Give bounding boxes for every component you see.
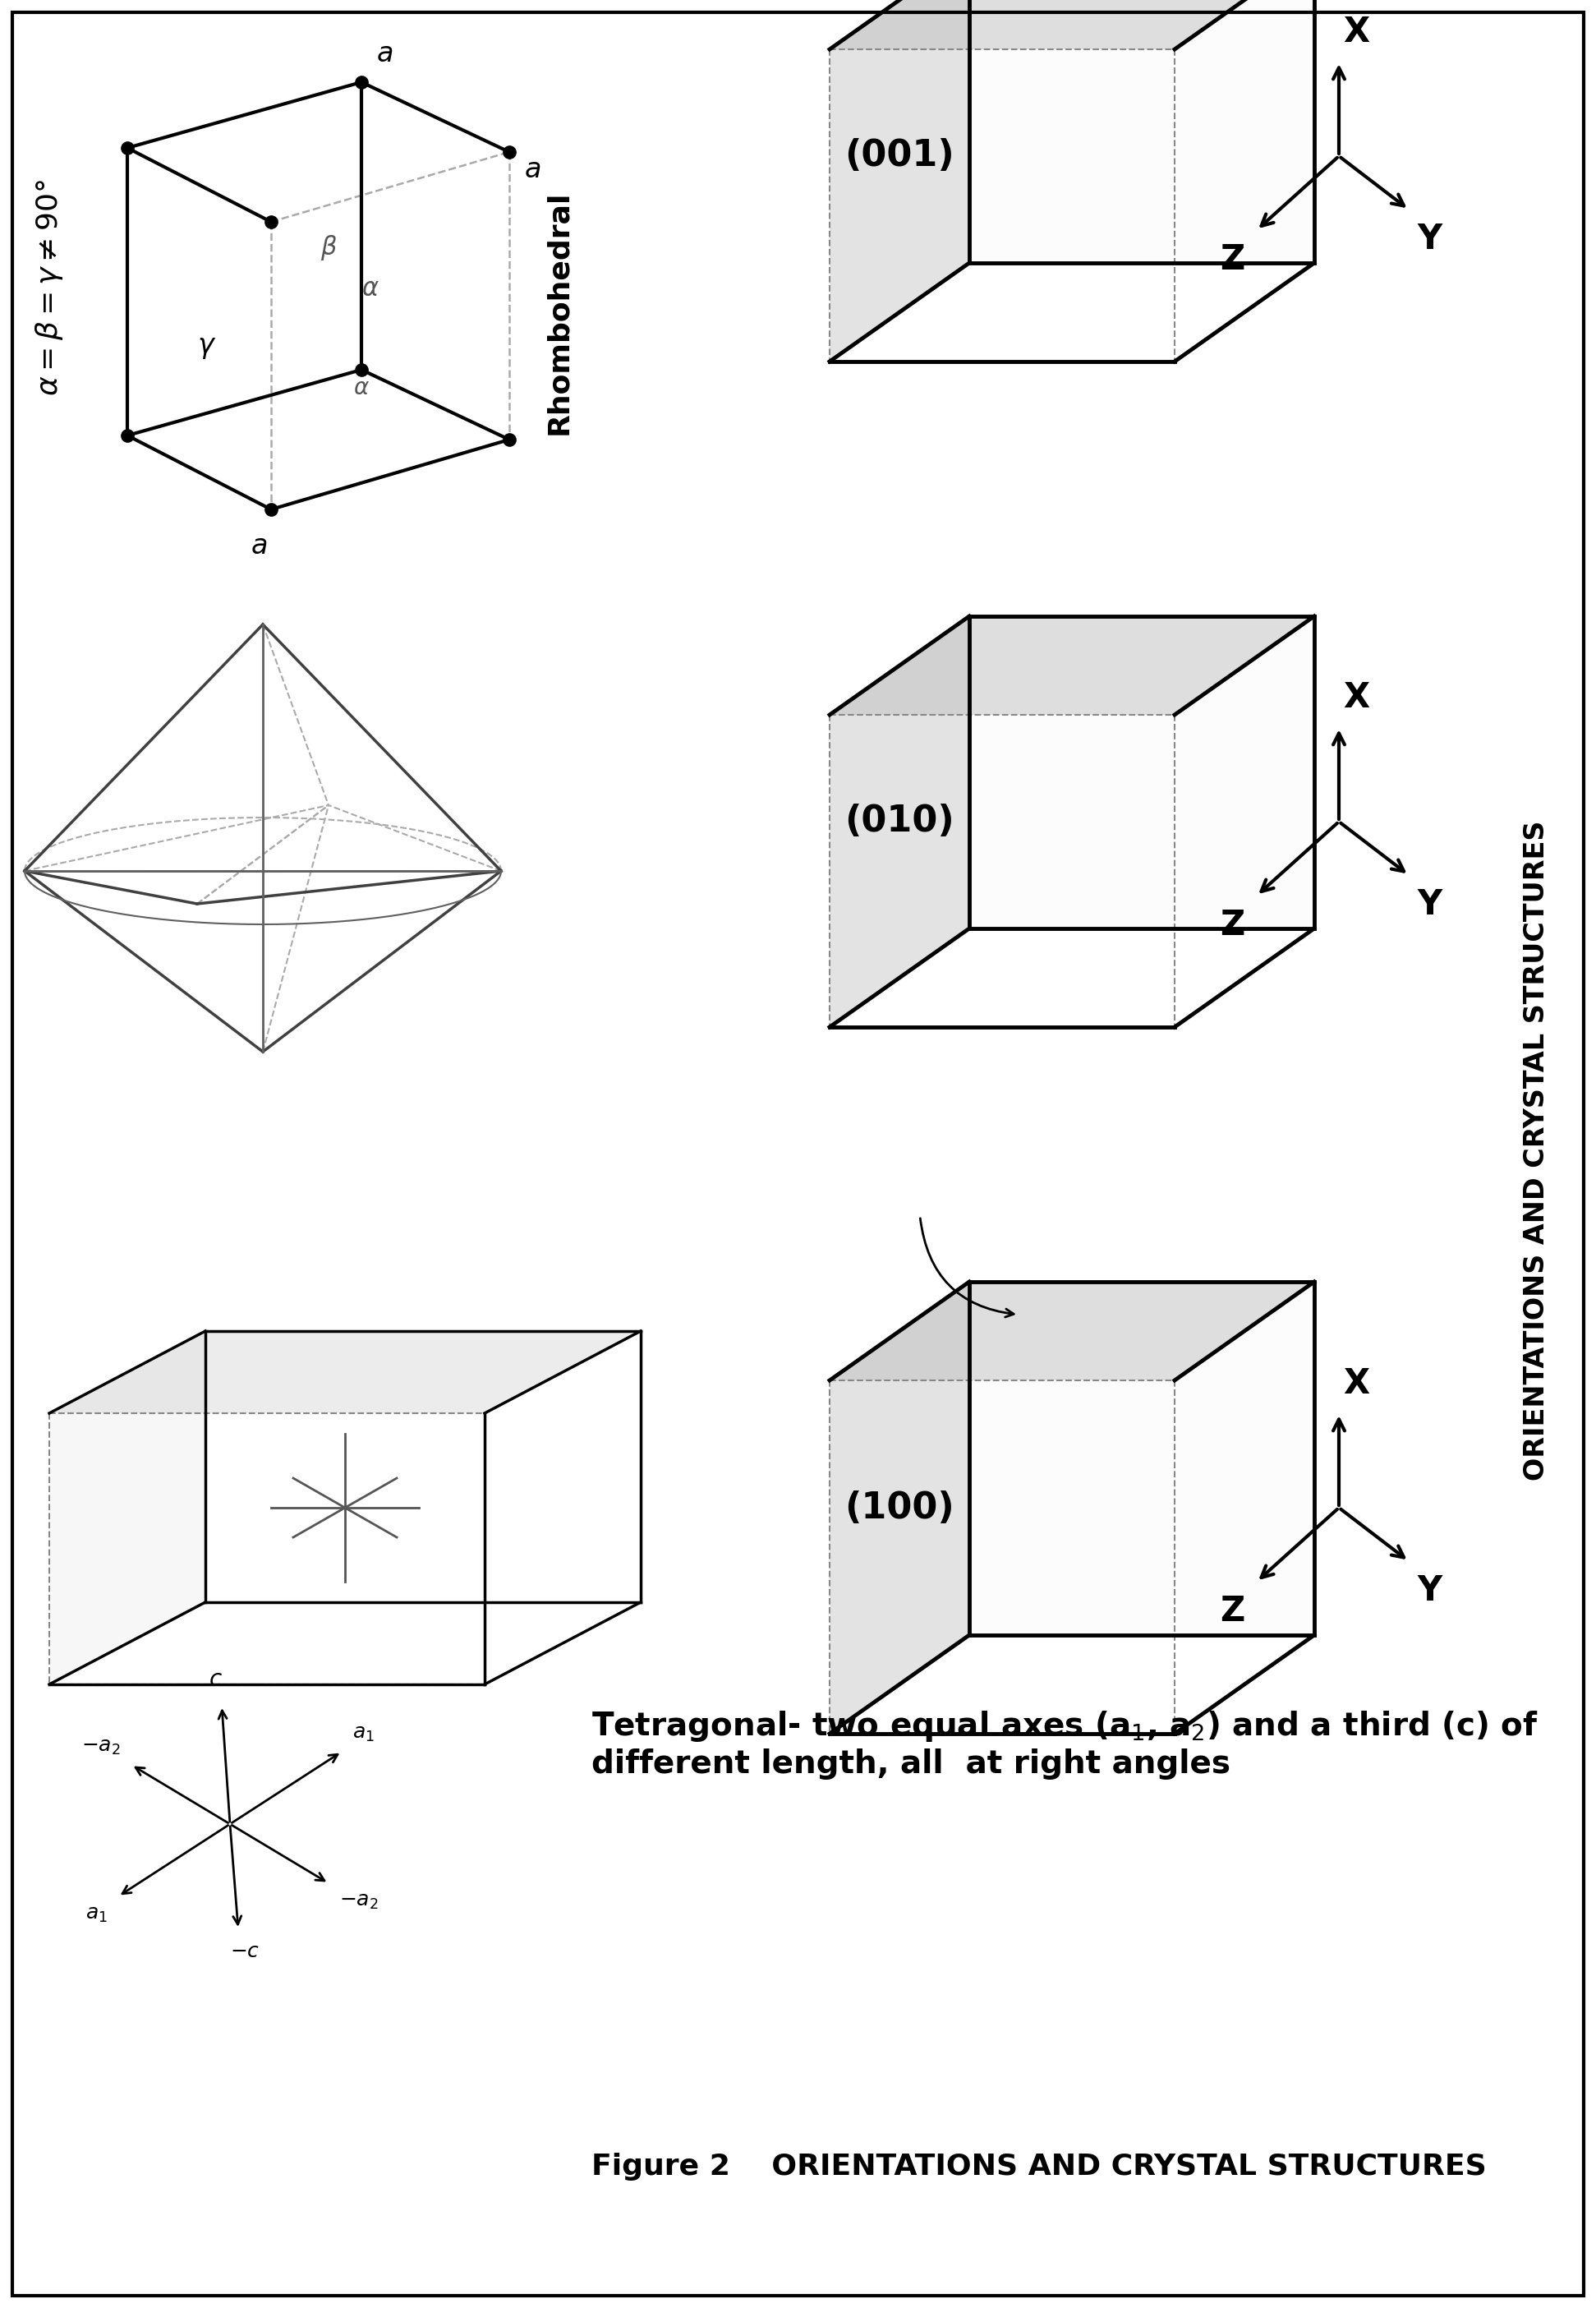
Polygon shape [830,0,1314,48]
Text: X: X [1342,14,1369,48]
Text: $c$: $c$ [209,1669,222,1692]
Polygon shape [830,0,969,362]
Text: $\alpha=\beta=\gamma \neq 90°$: $\alpha=\beta=\gamma \neq 90°$ [34,180,65,397]
Text: $a_1$: $a_1$ [86,1904,107,1925]
Text: ORIENTATIONS AND CRYSTAL STRUCTURES: ORIENTATIONS AND CRYSTAL STRUCTURES [1523,819,1550,1479]
Text: X: X [1342,1366,1369,1401]
Polygon shape [830,616,969,1027]
Polygon shape [206,1332,640,1602]
Text: $a$: $a$ [523,157,541,182]
Polygon shape [830,1281,969,1733]
Text: Z: Z [1219,1595,1245,1629]
Text: (001): (001) [844,138,954,173]
Text: $\gamma$: $\gamma$ [198,335,215,360]
Polygon shape [49,1332,640,1412]
Text: $-a_2$: $-a_2$ [340,1893,378,1911]
Text: Z: Z [1219,242,1245,277]
Polygon shape [830,1281,1314,1380]
Text: Tetragonal- two equal axes (a$_1$, a$_2$) and a third (c) of
different length, a: Tetragonal- two equal axes (a$_1$, a$_2$… [592,1708,1539,1779]
Text: Rhombohedral: Rhombohedral [544,189,573,434]
Text: X: X [1342,681,1369,715]
Text: Y: Y [1417,222,1441,256]
Text: Figure 2    ORIENTATIONS AND CRYSTAL STRUCTURES: Figure 2 ORIENTATIONS AND CRYSTAL STRUCT… [592,2153,1486,2181]
Text: Y: Y [1417,886,1441,921]
Text: $\beta$: $\beta$ [321,233,337,263]
Polygon shape [969,0,1314,263]
Text: Y: Y [1417,1574,1441,1609]
Text: $\alpha$: $\alpha$ [361,277,380,300]
Text: $-c$: $-c$ [230,1941,260,1962]
Text: $a$: $a$ [251,533,267,559]
Polygon shape [969,1281,1314,1634]
Text: (100): (100) [844,1491,954,1526]
Polygon shape [49,1332,206,1685]
Text: $a_1$: $a_1$ [353,1724,375,1743]
Polygon shape [969,616,1314,928]
Text: $-a_2$: $-a_2$ [81,1738,121,1756]
Text: Z: Z [1219,907,1245,942]
Text: $\alpha$: $\alpha$ [353,376,370,399]
Polygon shape [830,616,1314,715]
Text: $a$: $a$ [377,39,393,67]
Text: (010): (010) [844,803,954,840]
